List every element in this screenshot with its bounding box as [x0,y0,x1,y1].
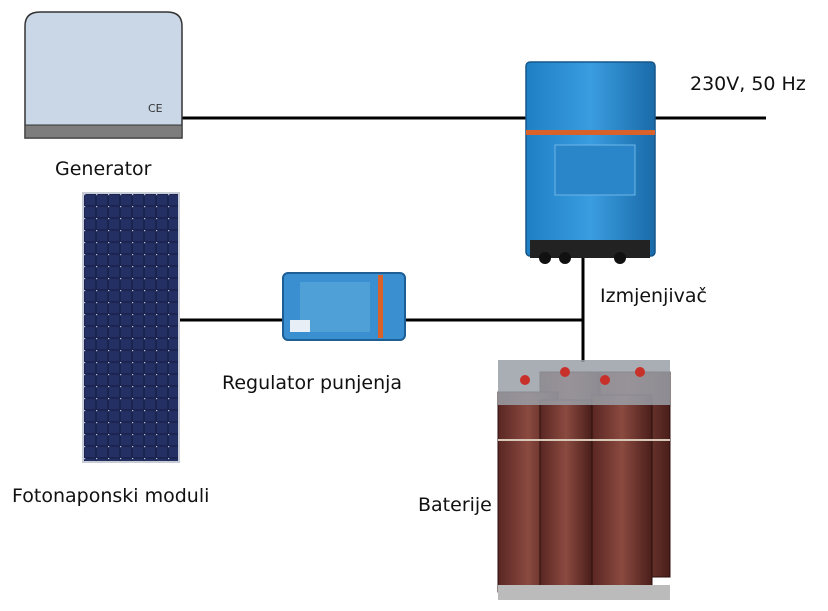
regulator-label: Regulator punjenja [222,372,402,394]
inverter-label: Izmjenjivač [600,285,707,307]
output-label: 230V, 50 Hz [690,73,806,95]
system-diagram: CE Generator Fotonaponski moduli Regulat… [0,0,828,611]
solar-panel [82,192,180,463]
inverter [526,62,655,264]
ce-mark: CE [148,102,163,115]
batteries [498,360,670,600]
generator: CE [25,12,182,138]
charge-regulator [283,273,405,340]
generator-label: Generator [55,158,152,180]
solar-label: Fotonaponski moduli [12,485,209,507]
batteries-label: Baterije [418,494,492,516]
